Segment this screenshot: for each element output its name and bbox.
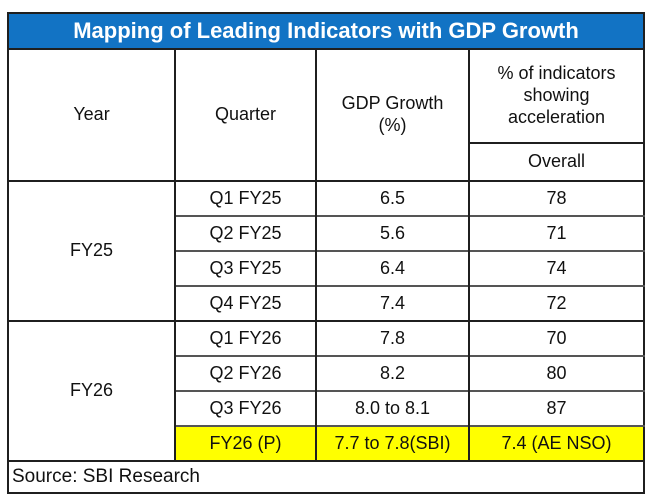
title-row: Mapping of Leading Indicators with GDP G… <box>8 13 645 50</box>
header-indicators-acceleration: % of indicators showing acceleration <box>467 49 645 143</box>
overall-cell: 71 <box>467 215 645 251</box>
overall-cell-forecast: 7.4 (AE NSO) <box>467 425 645 461</box>
table-row: Q4 FY25 7.4 72 <box>8 285 645 321</box>
table-title: Mapping of Leading Indicators with GDP G… <box>8 13 645 50</box>
table-row: Q2 FY25 5.6 71 <box>8 215 645 251</box>
header-subrow: Overall <box>8 142 645 181</box>
quarter-cell: Q1 FY25 <box>174 180 316 216</box>
quarter-cell: Q2 FY25 <box>174 215 316 251</box>
header-row: Year Quarter GDP Growth (%) % of indicat… <box>8 49 645 181</box>
gdp-cell-forecast: 7.7 to 7.8(SBI) <box>315 425 469 461</box>
overall-cell: 72 <box>467 285 645 321</box>
table-row: FY26 Q1 FY26 7.8 70 <box>8 320 645 461</box>
table-row: Q2 FY26 8.2 80 <box>8 355 645 391</box>
header-year: Year <box>73 104 110 125</box>
quarter-cell: Q3 FY25 <box>174 250 316 286</box>
quarter-cell: Q1 FY26 <box>174 320 316 356</box>
quarter-cell: Q3 FY26 <box>174 390 316 426</box>
year-group-fy25: FY25 <box>8 180 175 321</box>
gdp-cell: 6.5 <box>315 180 469 216</box>
gdp-cell: 7.4 <box>315 285 469 321</box>
table-row: FY25 Q1 FY25 6.5 78 <box>8 180 645 321</box>
gdp-cell: 5.6 <box>315 215 469 251</box>
source-note: Source: SBI Research <box>8 460 645 493</box>
quarter-cell: Q4 FY25 <box>174 285 316 321</box>
source-row: Source: SBI Research <box>8 460 645 493</box>
overall-cell: 74 <box>467 250 645 286</box>
table-row: Q3 FY25 6.4 74 <box>8 250 645 286</box>
gdp-cell: 8.0 to 8.1 <box>315 390 469 426</box>
header-overall: Overall <box>467 142 645 181</box>
highlight-row: FY26 (P) 7.7 to 7.8(SBI) 7.4 (AE NSO) <box>8 425 645 461</box>
quarter-cell: Q2 FY26 <box>174 355 316 391</box>
quarter-cell-forecast: FY26 (P) <box>174 425 316 461</box>
overall-cell: 70 <box>467 320 645 356</box>
gdp-cell: 7.8 <box>315 320 469 356</box>
overall-cell: 78 <box>467 180 645 216</box>
overall-cell: 87 <box>467 390 645 426</box>
gdp-cell: 6.4 <box>315 250 469 286</box>
table-row: Q3 FY26 8.0 to 8.1 87 <box>8 390 645 426</box>
header-gdp-growth: GDP Growth (%) <box>315 49 469 181</box>
gdp-cell: 8.2 <box>315 355 469 391</box>
overall-cell: 80 <box>467 355 645 391</box>
header-quarter: Quarter <box>174 49 316 181</box>
year-group-fy26: FY26 <box>8 320 175 461</box>
gdp-indicators-table: Mapping of Leading Indicators with GDP G… <box>7 12 646 494</box>
